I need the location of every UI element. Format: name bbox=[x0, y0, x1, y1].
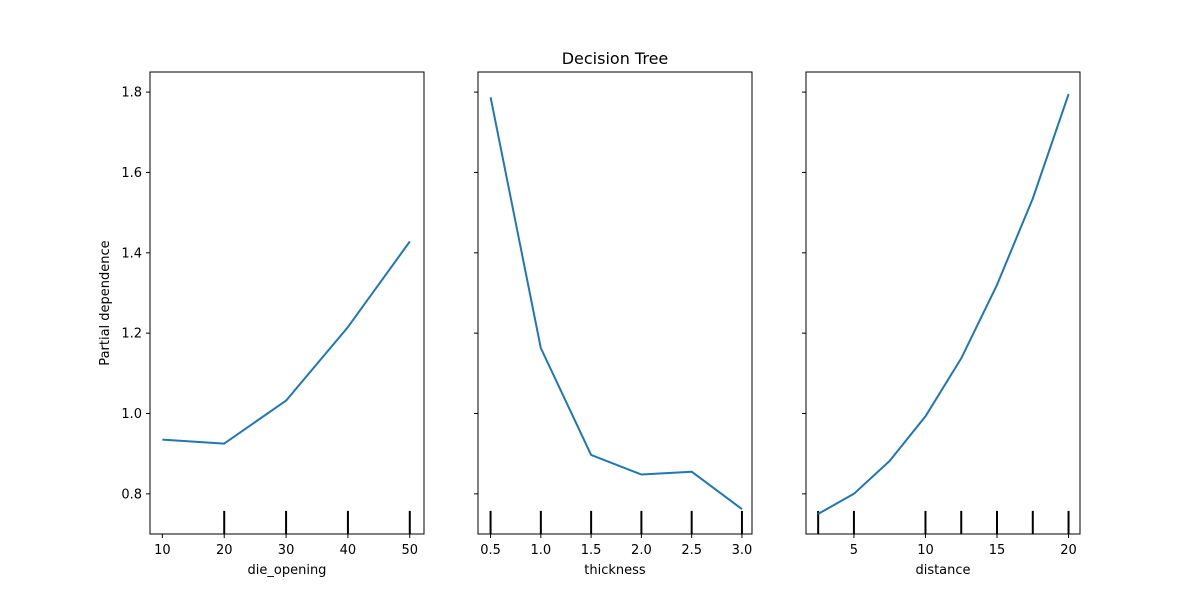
y-tick-label: 1.4 bbox=[121, 246, 142, 261]
subplot-3: 5 10 15 20 distance bbox=[802, 71, 1081, 578]
y-tick-label: 1.2 bbox=[121, 327, 142, 342]
pd-line bbox=[817, 93, 1070, 515]
subplot-2: 0.5 1.0 1.5 2.0 2.5 3.0 thickness bbox=[474, 71, 753, 578]
x-tick-label: 1.5 bbox=[581, 543, 602, 558]
y-axis-label: Partial dependence bbox=[98, 240, 113, 365]
y-tick-label: 1.6 bbox=[121, 166, 142, 181]
x-tick-label: 20 bbox=[1060, 543, 1077, 558]
x-tick-label: 20 bbox=[216, 543, 233, 558]
x-tick-label: 15 bbox=[989, 543, 1006, 558]
x-tick-label: 0.5 bbox=[480, 543, 501, 558]
x-tick-label: 1.0 bbox=[531, 543, 552, 558]
axes-frame bbox=[477, 71, 753, 535]
x-tick-label: 50 bbox=[402, 543, 419, 558]
figure-title: Decision Tree bbox=[562, 49, 669, 68]
x-tick-label: 10 bbox=[917, 543, 934, 558]
subplot-1: 0.8 1.0 1.2 1.4 1.6 1.8 10 20 30 40 50 die_opening bbox=[121, 71, 425, 578]
x-tick-label: 3.0 bbox=[732, 543, 753, 558]
x-tick-label: 40 bbox=[340, 543, 357, 558]
x-axis-label: die_opening bbox=[248, 563, 327, 578]
x-tick-label: 2.5 bbox=[681, 543, 702, 558]
x-tick-label: 5 bbox=[850, 543, 858, 558]
x-axis-label: thickness bbox=[584, 563, 646, 578]
axes-frame bbox=[805, 71, 1081, 535]
subplots: 0.81.01.21.41.61.810 20 30 40 50die_opening0… bbox=[121, 71, 1081, 578]
pd-line bbox=[489, 97, 743, 510]
y-tick-label: 1.0 bbox=[121, 407, 142, 422]
x-tick-label: 2.0 bbox=[631, 543, 652, 558]
y-tick-label: 1.8 bbox=[121, 86, 142, 101]
x-tick-label: 10 bbox=[154, 543, 171, 558]
y-tick-label: 0.8 bbox=[121, 487, 142, 502]
x-tick-label: 30 bbox=[278, 543, 295, 558]
pd-line bbox=[162, 240, 411, 445]
x-axis-label: distance bbox=[915, 563, 970, 578]
